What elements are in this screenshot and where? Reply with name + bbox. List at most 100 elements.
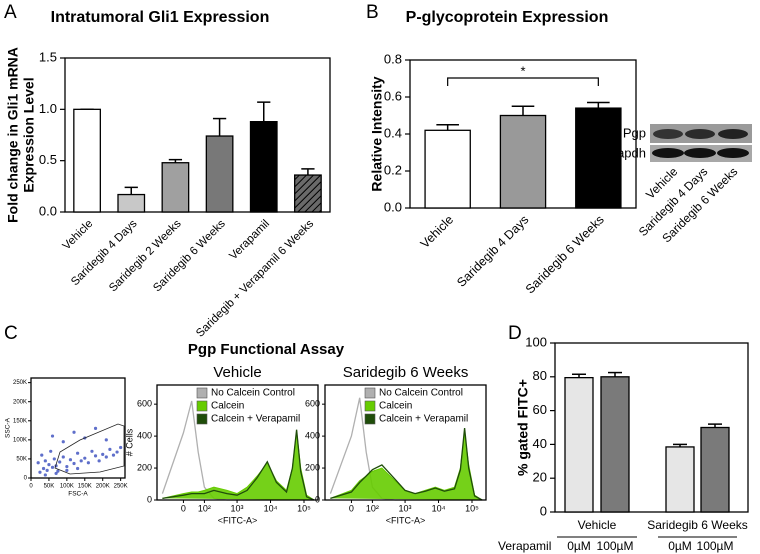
scatter-point: [40, 453, 44, 457]
y-tick-label: 0: [315, 494, 320, 504]
x-tick-label: 250K: [114, 484, 128, 490]
legend-label: No Calcein Control: [379, 388, 463, 399]
scatter-point: [43, 459, 47, 463]
panel-label: B: [366, 2, 379, 23]
bar: [499, 114, 547, 209]
x-tick-label: 10³: [231, 503, 244, 513]
y-tick-label: 0.4: [384, 125, 402, 140]
x-tick-label: 100µM: [697, 539, 734, 553]
y-axis-label: % gated FITC+: [515, 379, 531, 476]
bar: [205, 135, 234, 213]
y-tick-label: 0.8: [384, 51, 402, 66]
legend-label: Calcein + Verapamil: [211, 414, 300, 425]
scatter-point: [108, 447, 112, 451]
scatter-point: [90, 449, 94, 453]
x-tick-label: 0: [181, 503, 186, 513]
scatter-point: [52, 457, 56, 461]
chart-title: Intratumoral Gli1 Expression: [51, 9, 270, 26]
scatter-point: [49, 449, 53, 453]
y-tick-label: 0: [24, 476, 28, 482]
legend-label: No Calcein Control: [211, 388, 295, 399]
blot-band: [684, 148, 716, 158]
x-tick-label: Saridegib 4 Days: [454, 213, 531, 290]
x-tick-label: 100K: [60, 484, 74, 490]
scatter-point: [93, 426, 98, 431]
scatter-point: [61, 455, 65, 459]
group-label: Vehicle: [578, 518, 617, 532]
x-axis-label: <FITC-A>: [218, 515, 258, 525]
scatter-point: [76, 451, 80, 455]
scatter-point: [65, 468, 69, 472]
x-tick-label: 100µM: [597, 539, 634, 553]
y-tick-label: 250K: [13, 380, 27, 386]
plot-frame: [554, 342, 749, 513]
scatter-point: [68, 458, 73, 462]
y-tick-label: 40: [533, 436, 547, 451]
plot-frame: [30, 377, 126, 479]
scatter-point: [93, 454, 98, 458]
y-axis-label: Fold change in Gli1 mRNA: [5, 47, 21, 223]
histogram-curve: [330, 428, 483, 501]
significance-bracket: [447, 77, 599, 86]
y-axis-label: # Cells: [124, 428, 134, 456]
panel-title: Saridegib 6 Weeks: [343, 364, 469, 381]
scatter-point: [47, 463, 51, 467]
y-tick-label: 80: [533, 368, 547, 383]
legend-swatch: [196, 413, 208, 425]
y-axis-label: Expression Level: [21, 77, 37, 192]
y-tick-label: 0: [147, 494, 152, 504]
y-tick-label: 0.2: [384, 162, 402, 177]
blot-band: [718, 129, 748, 139]
bar: [600, 376, 630, 513]
y-tick-label: 1.5: [39, 49, 57, 64]
scatter-point: [65, 464, 69, 469]
blot-row-label: Pgp: [623, 125, 646, 140]
panel-label: D: [508, 323, 522, 344]
panel-label: C: [4, 323, 18, 344]
legend-swatch: [196, 400, 208, 412]
bar: [700, 426, 730, 513]
y-tick-label: 50K: [16, 457, 27, 463]
x-tick-label: 200K: [96, 484, 110, 490]
scatter-point: [79, 459, 83, 463]
bar: [564, 376, 594, 513]
bar: [161, 162, 190, 213]
y-tick-label: 600: [305, 399, 320, 409]
y-tick-label: 600: [137, 399, 152, 409]
x-tick-label: 50K: [44, 484, 55, 490]
group-label: Saridegib 6 Weeks: [647, 518, 748, 532]
scatter-point: [111, 453, 116, 457]
scatter-point: [50, 465, 55, 469]
bar: [249, 121, 278, 213]
scatter-point: [61, 440, 65, 444]
x-axis-label: <FITC-A>: [386, 515, 426, 525]
scatter-point: [38, 470, 42, 474]
scatter-point: [50, 434, 55, 438]
y-tick-label: 60: [533, 402, 547, 417]
x-tick-label: 0µM: [668, 539, 692, 553]
blot-band: [685, 129, 715, 139]
legend-swatch: [364, 387, 376, 399]
panel-label: A: [4, 2, 17, 23]
x-tick-label: 0: [349, 503, 354, 513]
y-tick-label: 400: [137, 430, 152, 440]
section-title: Pgp Functional Assay: [188, 341, 345, 358]
bar: [575, 107, 622, 209]
blot-band: [717, 148, 749, 158]
x-tick-label: 150K: [78, 484, 92, 490]
scatter-point: [86, 461, 90, 465]
x-tick-label: 0µM: [567, 539, 591, 553]
scatter-point: [58, 460, 62, 464]
row-label: Verapamil: [498, 539, 551, 553]
x-tick-label: 0: [29, 484, 33, 490]
y-tick-label: 0: [540, 503, 547, 518]
plot-frame: [64, 57, 331, 213]
scatter-point: [115, 450, 119, 454]
y-tick-label: 0.5: [39, 152, 57, 167]
significance-label: *: [520, 63, 525, 78]
western-blot: Pgp Gapdh Vehicle Saridegib 4 Days Sarid…: [607, 124, 752, 245]
y-tick-label: 100K: [13, 437, 27, 443]
x-tick-label: 10⁴: [264, 503, 278, 513]
scatter-point: [119, 445, 123, 450]
y-tick-label: 200: [305, 462, 320, 472]
